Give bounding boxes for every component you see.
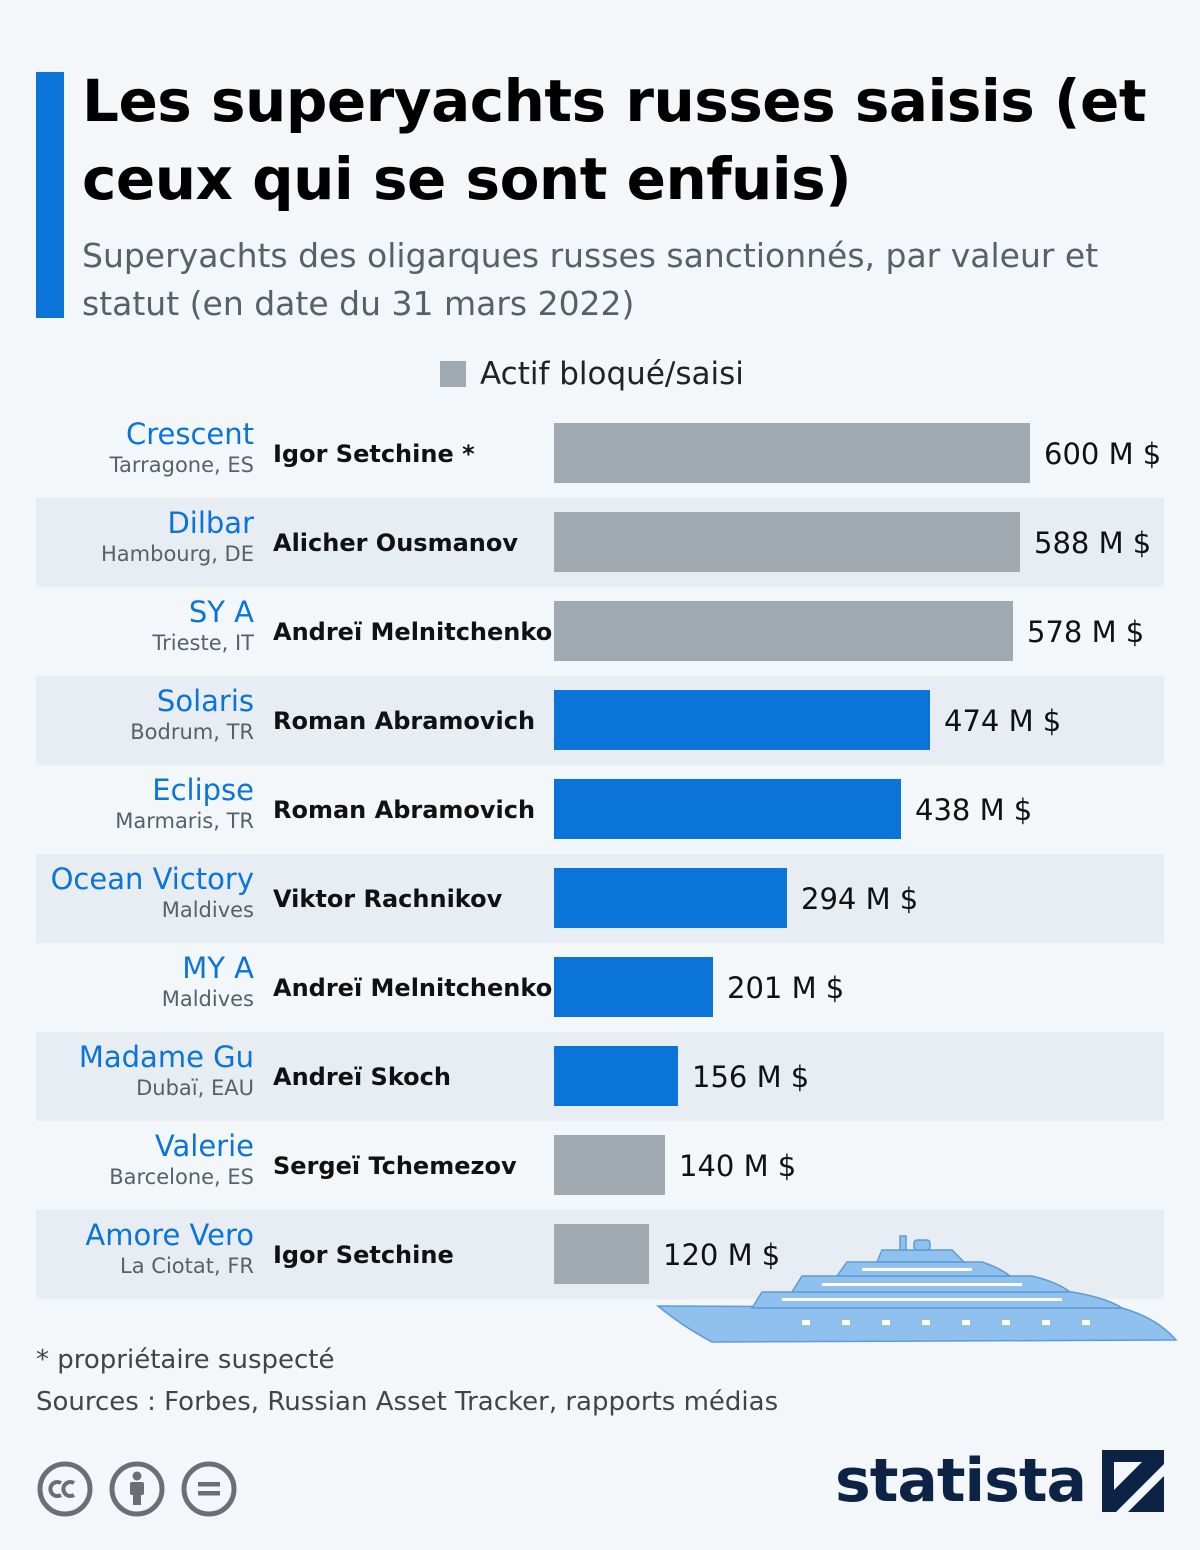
yacht-name: Crescent	[125, 417, 254, 451]
value-label: 474 M $	[944, 703, 1062, 738]
chart-row: Dilbar Hambourg, DE Alicher Ousmanov 588 M …	[36, 498, 1164, 587]
chart-row: Amore Vero La Ciotat, FR Igor Setchine 120 …	[36, 1210, 1164, 1299]
superyacht-illustration	[655, 1235, 1178, 1343]
yacht-name: Valerie	[154, 1129, 254, 1163]
yacht-location: Maldives	[161, 987, 254, 1011]
yacht-label: Madame Gu Dubaï, EAU	[79, 1040, 254, 1102]
owner-name: Roman Abramovich	[273, 706, 536, 735]
yacht-name: Eclipse	[152, 773, 254, 807]
attribution-icon[interactable]	[108, 1460, 166, 1518]
yacht-label: Amore Vero La Ciotat, FR	[85, 1218, 254, 1280]
value-label: 140 M $	[679, 1148, 797, 1183]
bar	[554, 957, 713, 1017]
yacht-location: Dubaï, EAU	[136, 1076, 254, 1100]
chart-row: Eclipse Marmaris, TR Roman Abramovich 438 M…	[36, 765, 1164, 854]
owner-name: Andreï Melnitchenko	[273, 973, 553, 1002]
owner-name: Andreï Skoch	[273, 1062, 451, 1091]
chart-row: Valerie Barcelone, ES Sergeï Tchemezov 140 …	[36, 1121, 1164, 1210]
brand-name: statista	[834, 1446, 1087, 1516]
yacht-label: Dilbar Hambourg, DE	[101, 506, 254, 568]
owner-name: Sergeï Tchemezov	[273, 1151, 517, 1180]
bar	[554, 601, 1013, 661]
yacht-location: Tarragone, ES	[109, 453, 254, 477]
legend-swatch-seized	[440, 361, 466, 387]
yacht-label: Eclipse Marmaris, TR	[115, 773, 254, 835]
bar	[554, 1224, 649, 1284]
yacht-label: Crescent Tarragone, ES	[110, 417, 254, 479]
yacht-label: Solaris Bodrum, TR	[130, 684, 254, 746]
yacht-name: MY A	[182, 951, 254, 985]
owner-name: Igor Setchine	[273, 1240, 454, 1269]
owner-name: Andreï Melnitchenko	[273, 617, 553, 646]
yacht-location: Bodrum, TR	[130, 720, 254, 744]
value-label: 294 M $	[801, 881, 919, 916]
yacht-name: Ocean Victory	[50, 862, 254, 896]
statista-mark-icon	[1102, 1450, 1164, 1512]
chart-title: Les superyachts russes saisis (et ceux q…	[82, 67, 1147, 213]
yacht-location: Marmaris, TR	[115, 809, 254, 833]
yacht-label: Valerie Barcelone, ES	[109, 1129, 254, 1191]
yacht-name: Amore Vero	[85, 1218, 254, 1252]
chart-row: MY A Maldives Andreï Melnitchenko 201 M $	[36, 943, 1164, 1032]
no-derivatives-icon[interactable]	[180, 1460, 238, 1518]
bar	[554, 690, 930, 750]
bar	[554, 423, 1030, 483]
sources-note: Sources : Forbes, Russian Asset Tracker,…	[36, 1387, 779, 1417]
yacht-label: SY A Trieste, IT	[152, 595, 254, 657]
value-label: 438 M $	[915, 792, 1033, 827]
legend-label: Actif bloqué/saisi	[480, 356, 744, 392]
chart-subtitle: Superyachts des oligarques russes sancti…	[82, 236, 1099, 323]
bar-chart: Crescent Tarragone, ES Igor Setchine * 600 …	[36, 409, 1164, 1299]
bar	[554, 868, 787, 928]
yacht-name: SY A	[188, 595, 254, 629]
yacht-name: Solaris	[156, 684, 254, 718]
bar	[554, 779, 901, 839]
cc-icon[interactable]	[36, 1460, 94, 1518]
yacht-location: Maldives	[161, 898, 254, 922]
owner-name: Viktor Rachnikov	[273, 884, 503, 913]
value-label: 578 M $	[1027, 614, 1145, 649]
yacht-location: La Ciotat, FR	[120, 1254, 254, 1278]
bar	[554, 1046, 678, 1106]
yacht-name: Madame Gu	[78, 1040, 254, 1074]
chart-row: Ocean Victory Maldives Viktor Rachnikov 294…	[36, 854, 1164, 943]
chart-row: Crescent Tarragone, ES Igor Setchine * 600 …	[36, 409, 1164, 498]
yacht-name: Dilbar	[167, 506, 254, 540]
title-accent-bar	[36, 72, 64, 318]
owner-name: Roman Abramovich	[273, 795, 536, 824]
legend: Actif bloqué/saisi	[440, 352, 744, 396]
yacht-location: Trieste, IT	[152, 631, 254, 655]
statista-logo[interactable]: statista	[835, 1446, 1164, 1516]
value-label: 600 M $	[1044, 436, 1162, 471]
value-label: 156 M $	[692, 1059, 810, 1094]
chart-row: SY A Trieste, IT Andreï Melnitchenko 578 M …	[36, 587, 1164, 676]
owner-name: Alicher Ousmanov	[273, 528, 519, 557]
yacht-location: Hambourg, DE	[101, 542, 254, 566]
chart-row: Solaris Bodrum, TR Roman Abramovich 474 M $	[36, 676, 1164, 765]
license-icons	[36, 1460, 238, 1518]
bar	[554, 1135, 665, 1195]
value-label: 120 M $	[663, 1237, 781, 1272]
value-label: 201 M $	[727, 970, 845, 1005]
bar	[554, 512, 1020, 572]
owner-name: Igor Setchine *	[273, 439, 475, 468]
yacht-label: MY A Maldives	[162, 951, 254, 1013]
value-label: 588 M $	[1034, 525, 1152, 560]
chart-row: Madame Gu Dubaï, EAU Andreï Skoch 156 M $	[36, 1032, 1164, 1121]
yacht-label: Ocean Victory Maldives	[51, 862, 254, 924]
footnote: * propriétaire suspecté	[36, 1345, 335, 1375]
yacht-location: Barcelone, ES	[109, 1165, 254, 1189]
